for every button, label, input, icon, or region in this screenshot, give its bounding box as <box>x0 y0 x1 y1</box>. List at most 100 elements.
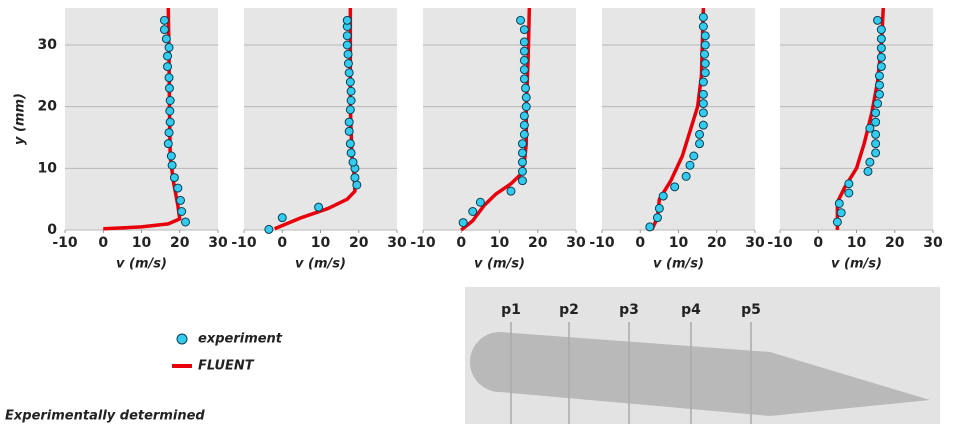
experiment-point <box>653 214 661 222</box>
x-tick-label: -10 <box>589 235 615 251</box>
experiment-point <box>699 90 707 98</box>
experiment-point <box>166 97 174 105</box>
x-tick-label: 10 <box>669 235 689 251</box>
x-tick-label: -10 <box>52 235 78 251</box>
x-tick-label: 30 <box>387 235 407 251</box>
experiment-point <box>699 23 707 31</box>
x-tick-label: 0 <box>635 235 645 251</box>
experiment-point <box>696 130 704 138</box>
x-tick-label: 0 <box>277 235 287 251</box>
experiment-point <box>877 26 885 34</box>
experiment-point <box>347 149 355 157</box>
experiment-point <box>864 167 872 175</box>
experiment-point <box>696 140 704 148</box>
experiment-point <box>699 121 707 129</box>
plot-background <box>602 8 755 230</box>
experiment-point <box>346 106 354 114</box>
experiment-point <box>166 118 174 126</box>
plot-background <box>780 8 933 230</box>
legend-marker <box>177 334 187 344</box>
experiment-point <box>522 103 530 111</box>
experiment-point <box>517 16 525 24</box>
experiment-point <box>837 209 845 217</box>
experiment-point <box>877 35 885 43</box>
experiment-point <box>178 208 186 216</box>
experiment-point <box>168 161 176 169</box>
experiment-point <box>699 13 707 21</box>
experiment-point <box>520 56 528 64</box>
experiment-point <box>351 174 359 182</box>
experiment-point <box>874 16 882 24</box>
experiment-point <box>164 52 172 60</box>
experiment-point <box>343 41 351 49</box>
experiment-point <box>522 84 530 92</box>
legend-label: experiment <box>198 332 283 347</box>
experiment-point <box>343 32 351 40</box>
experiment-point <box>655 204 663 212</box>
experiment-point <box>518 158 526 166</box>
y-tick-label: 20 <box>38 99 58 115</box>
probe-label: p2 <box>559 302 579 318</box>
experiment-point <box>346 140 354 148</box>
experiment-point <box>872 109 880 117</box>
x-tick-label: 30 <box>745 235 765 251</box>
experiment-point <box>520 38 528 46</box>
x-tick-label: 20 <box>885 235 905 251</box>
experiment-point <box>872 149 880 157</box>
experiment-point <box>160 26 168 34</box>
experiment-point <box>520 75 528 83</box>
x-tick-label: 20 <box>707 235 727 251</box>
experiment-point <box>701 41 709 49</box>
experiment-point <box>699 100 707 108</box>
experiment-point <box>646 223 654 231</box>
x-tick-label: 30 <box>923 235 943 251</box>
experiment-point <box>520 47 528 55</box>
experiment-point <box>845 180 853 188</box>
plot-background <box>244 8 397 230</box>
x-tick-label: 20 <box>170 235 190 251</box>
experiment-point <box>520 26 528 34</box>
x-tick-label: 20 <box>528 235 548 251</box>
probe-label: p3 <box>619 302 639 318</box>
experiment-point <box>345 127 353 135</box>
experiment-point <box>315 203 323 211</box>
experiment-point <box>877 44 885 52</box>
plot-background <box>423 8 576 230</box>
legend-label: FLUENT <box>198 359 255 374</box>
experiment-point <box>699 109 707 117</box>
experiment-point <box>659 192 667 200</box>
x-tick-label: 10 <box>311 235 331 251</box>
experiment-point <box>874 100 882 108</box>
x-tick-label: 0 <box>456 235 466 251</box>
x-axis-label: v (m/s) <box>474 257 525 272</box>
experiment-point <box>170 174 178 182</box>
experiment-point <box>701 60 709 68</box>
experiment-point <box>345 118 353 126</box>
x-tick-label: 20 <box>349 235 369 251</box>
x-tick-label: 30 <box>566 235 586 251</box>
experiment-point <box>875 90 883 98</box>
experiment-point <box>875 72 883 80</box>
experiment-point <box>344 50 352 58</box>
experiment-point <box>346 78 354 86</box>
experiment-point <box>701 50 709 58</box>
experiment-point <box>167 152 175 160</box>
experiment-point <box>520 66 528 74</box>
experiment-point <box>165 43 173 51</box>
x-tick-label: 0 <box>98 235 108 251</box>
y-tick-label: 30 <box>38 37 58 53</box>
experiment-point <box>518 140 526 148</box>
x-axis-label: v (m/s) <box>116 257 167 272</box>
experiment-point <box>476 198 484 206</box>
x-tick-label: 30 <box>208 235 228 251</box>
probe-label: p1 <box>501 302 521 318</box>
x-axis-label: v (m/s) <box>295 257 346 272</box>
x-tick-label: 0 <box>813 235 823 251</box>
experiment-point <box>345 69 353 77</box>
experiment-point <box>520 121 528 129</box>
experiment-point <box>682 172 690 180</box>
experiment-point <box>872 118 880 126</box>
x-axis-label: v (m/s) <box>831 257 882 272</box>
experiment-point <box>278 214 286 222</box>
figure: Experimentally determined 0102030-100102… <box>0 0 956 424</box>
